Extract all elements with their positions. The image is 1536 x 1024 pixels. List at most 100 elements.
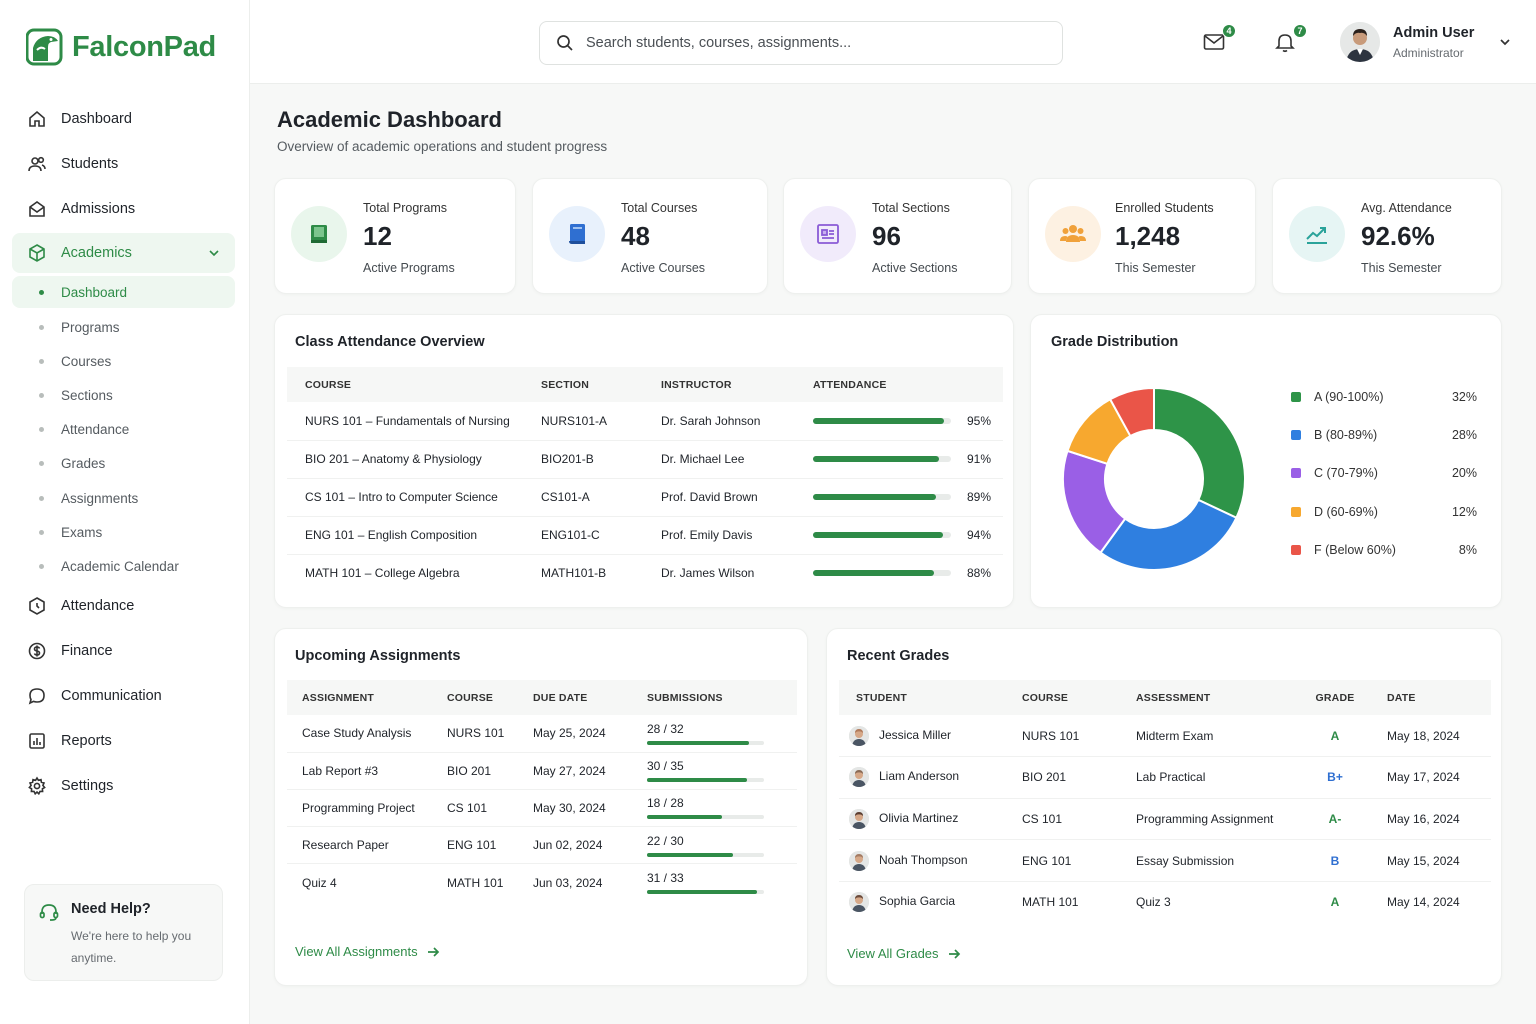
- submission-count: 22 / 30: [647, 833, 684, 848]
- stat-card-courses[interactable]: Total Courses 48 Active Courses: [532, 178, 768, 294]
- sidebar-item-settings[interactable]: Settings: [12, 764, 235, 809]
- table-row[interactable]: Jessica Miller NURS 101 Midterm Exam A May 1…: [839, 715, 1491, 758]
- cube-icon: [26, 242, 48, 264]
- avatar: [1340, 22, 1380, 62]
- submenu-item-sections[interactable]: Sections: [12, 378, 235, 412]
- student-cell: Olivia Martinez: [839, 798, 1022, 841]
- student-cell: Noah Thompson: [839, 839, 1022, 882]
- column-header: SECTION: [541, 367, 661, 402]
- attendance-progress-bar: [813, 456, 951, 462]
- course-cell: MATH 101: [447, 875, 504, 890]
- legend-swatch: [1291, 468, 1301, 479]
- donut-slice-f[interactable]: [1108, 386, 1155, 438]
- sidebar-item-attendance[interactable]: Attendance: [12, 584, 235, 629]
- table-header-row: STUDENT COURSE ASSESSMENT GRADE DATE: [839, 680, 1491, 715]
- stat-card-sections[interactable]: Total Sections 96 Active Sections: [783, 178, 1012, 294]
- course-cell: BIO 201: [1022, 756, 1136, 799]
- help-card[interactable]: Need Help? We're here to help you anytim…: [24, 884, 223, 981]
- due-date-cell: Jun 03, 2024: [533, 875, 603, 890]
- submenu-item-programs[interactable]: Programs: [12, 310, 235, 344]
- submenu-item-assignments[interactable]: Assignments: [12, 481, 235, 515]
- table-row[interactable]: Noah Thompson ENG 101 Essay Submission B May…: [839, 839, 1491, 882]
- table-row[interactable]: Case Study Analysis NURS 101 May 25, 2024 2…: [287, 715, 797, 753]
- gear-icon: [26, 775, 48, 797]
- sidebar-item-label: Communication: [61, 688, 162, 704]
- submenu-item-courses[interactable]: Courses: [12, 344, 235, 378]
- submenu-label: Sections: [61, 387, 113, 403]
- user-menu[interactable]: Admin User Administrator: [1340, 22, 1512, 62]
- section-cell: ENG101-C: [541, 516, 661, 555]
- search-bar[interactable]: [539, 21, 1063, 65]
- home-icon: [26, 108, 48, 130]
- course-cell: ENG 101: [1022, 839, 1136, 882]
- table-row[interactable]: ENG 101 – English Composition ENG101-C Pro…: [287, 516, 1003, 555]
- view-all-assignments-link[interactable]: View All Assignments: [295, 944, 440, 959]
- bullet-icon: [39, 529, 44, 535]
- legend-swatch: [1291, 544, 1301, 555]
- sidebar-item-students[interactable]: Students: [12, 141, 235, 186]
- course-cell: MATH 101: [1022, 895, 1079, 910]
- attendance-cell: 94%: [813, 516, 1003, 555]
- stat-card-students[interactable]: Enrolled Students 1,248 This Semester: [1028, 178, 1256, 294]
- sidebar-item-academics[interactable]: Academics: [12, 233, 235, 273]
- table-row[interactable]: CS 101 – Intro to Computer Science CS101-…: [287, 478, 1003, 517]
- grade-distribution-card: Grade Distribution A (90-100%) 32% B (80-8…: [1030, 314, 1502, 608]
- attendance-percent: 95%: [966, 413, 991, 428]
- table-row[interactable]: Lab Report #3 BIO 201 May 27, 2024 30 / 35: [287, 752, 797, 790]
- submenu-label: Programs: [61, 319, 120, 335]
- attendance-cell: 89%: [813, 478, 1003, 517]
- view-all-grades-link[interactable]: View All Grades: [847, 946, 961, 961]
- logo[interactable]: FalconPad: [26, 28, 216, 66]
- donut-slice-b[interactable]: [1099, 498, 1238, 571]
- table-row[interactable]: NURS 101 – Fundamentals of Nursing NURS10…: [287, 402, 1003, 441]
- assignment-name-cell: Research Paper: [287, 826, 447, 865]
- table-row[interactable]: Sophia Garcia MATH 101 Quiz 3 A May 14, 2024: [839, 881, 1491, 923]
- page-title: Academic Dashboard: [277, 107, 502, 132]
- bullet-icon: [39, 563, 44, 569]
- card-title: Grade Distribution: [1051, 334, 1179, 350]
- submenu-item-dashboard[interactable]: Dashboard: [12, 276, 235, 308]
- chevron-down-icon[interactable]: [207, 246, 221, 260]
- notifications-badge: 7: [1293, 24, 1307, 38]
- table-row[interactable]: MATH 101 – College Algebra MATH101-B Dr. J…: [287, 554, 1003, 592]
- stat-card-attendance[interactable]: Avg. Attendance 92.6% This Semester: [1272, 178, 1502, 294]
- chevron-down-icon[interactable]: [1498, 35, 1512, 49]
- submenu-item-attendance[interactable]: Attendance: [12, 413, 235, 447]
- legend-item: D (60-69%) 12%: [1291, 505, 1477, 519]
- search-input[interactable]: [586, 35, 1026, 51]
- table-row[interactable]: Liam Anderson BIO 201 Lab Practical B+ May 1…: [839, 756, 1491, 799]
- submissions-progress-bar: [647, 815, 764, 820]
- submenu-item-exams[interactable]: Exams: [12, 515, 235, 549]
- stat-sub: This Semester: [1115, 261, 1196, 275]
- table-row[interactable]: Programming Project CS 101 May 30, 2024 18 …: [287, 789, 797, 828]
- student-name: Noah Thompson: [879, 852, 968, 867]
- submenu-label: Attendance: [61, 422, 130, 438]
- submenu-item-grades[interactable]: Grades: [12, 447, 235, 481]
- sidebar-item-communication[interactable]: Communication: [12, 674, 235, 719]
- table-row[interactable]: Olivia Martinez CS 101 Programming Assignm…: [839, 798, 1491, 841]
- submenu-item-academic-calendar[interactable]: Academic Calendar: [12, 549, 235, 583]
- progress-fill: [647, 778, 748, 783]
- stat-card-programs[interactable]: Total Programs 12 Active Programs: [274, 178, 516, 294]
- notifications-button[interactable]: 7: [1273, 24, 1307, 56]
- mail-button[interactable]: 4: [1202, 24, 1236, 56]
- section-cell: MATH101-B: [541, 566, 607, 581]
- table-row[interactable]: Research Paper ENG 101 Jun 02, 2024 22 / 30: [287, 826, 797, 865]
- legend-swatch: [1291, 506, 1301, 517]
- stat-label: Total Sections: [872, 201, 950, 215]
- sidebar-item-finance[interactable]: Finance: [12, 629, 235, 674]
- donut-slice-a[interactable]: [1153, 386, 1246, 520]
- due-date-cell: May 30, 2024: [533, 789, 647, 828]
- assessment-cell: Programming Assignment: [1136, 798, 1293, 841]
- mail-icon: [1203, 34, 1225, 50]
- instructor-cell: Dr. Sarah Johnson: [661, 402, 813, 441]
- sidebar-item-dashboard[interactable]: Dashboard: [12, 96, 235, 141]
- users-icon: [26, 153, 48, 175]
- table-row[interactable]: Quiz 4 MATH 101 Jun 03, 2024 31 / 33: [287, 864, 797, 901]
- course-cell: ENG 101 – English Composition: [287, 516, 541, 555]
- legend-label: F (Below 60%): [1314, 542, 1396, 557]
- sidebar-item-reports[interactable]: Reports: [12, 719, 235, 764]
- table-row[interactable]: BIO 201 – Anatomy & Physiology BIO201-B Dr…: [287, 440, 1003, 479]
- date-cell: May 15, 2024: [1377, 839, 1491, 882]
- sidebar-item-admissions[interactable]: Admissions: [12, 186, 235, 231]
